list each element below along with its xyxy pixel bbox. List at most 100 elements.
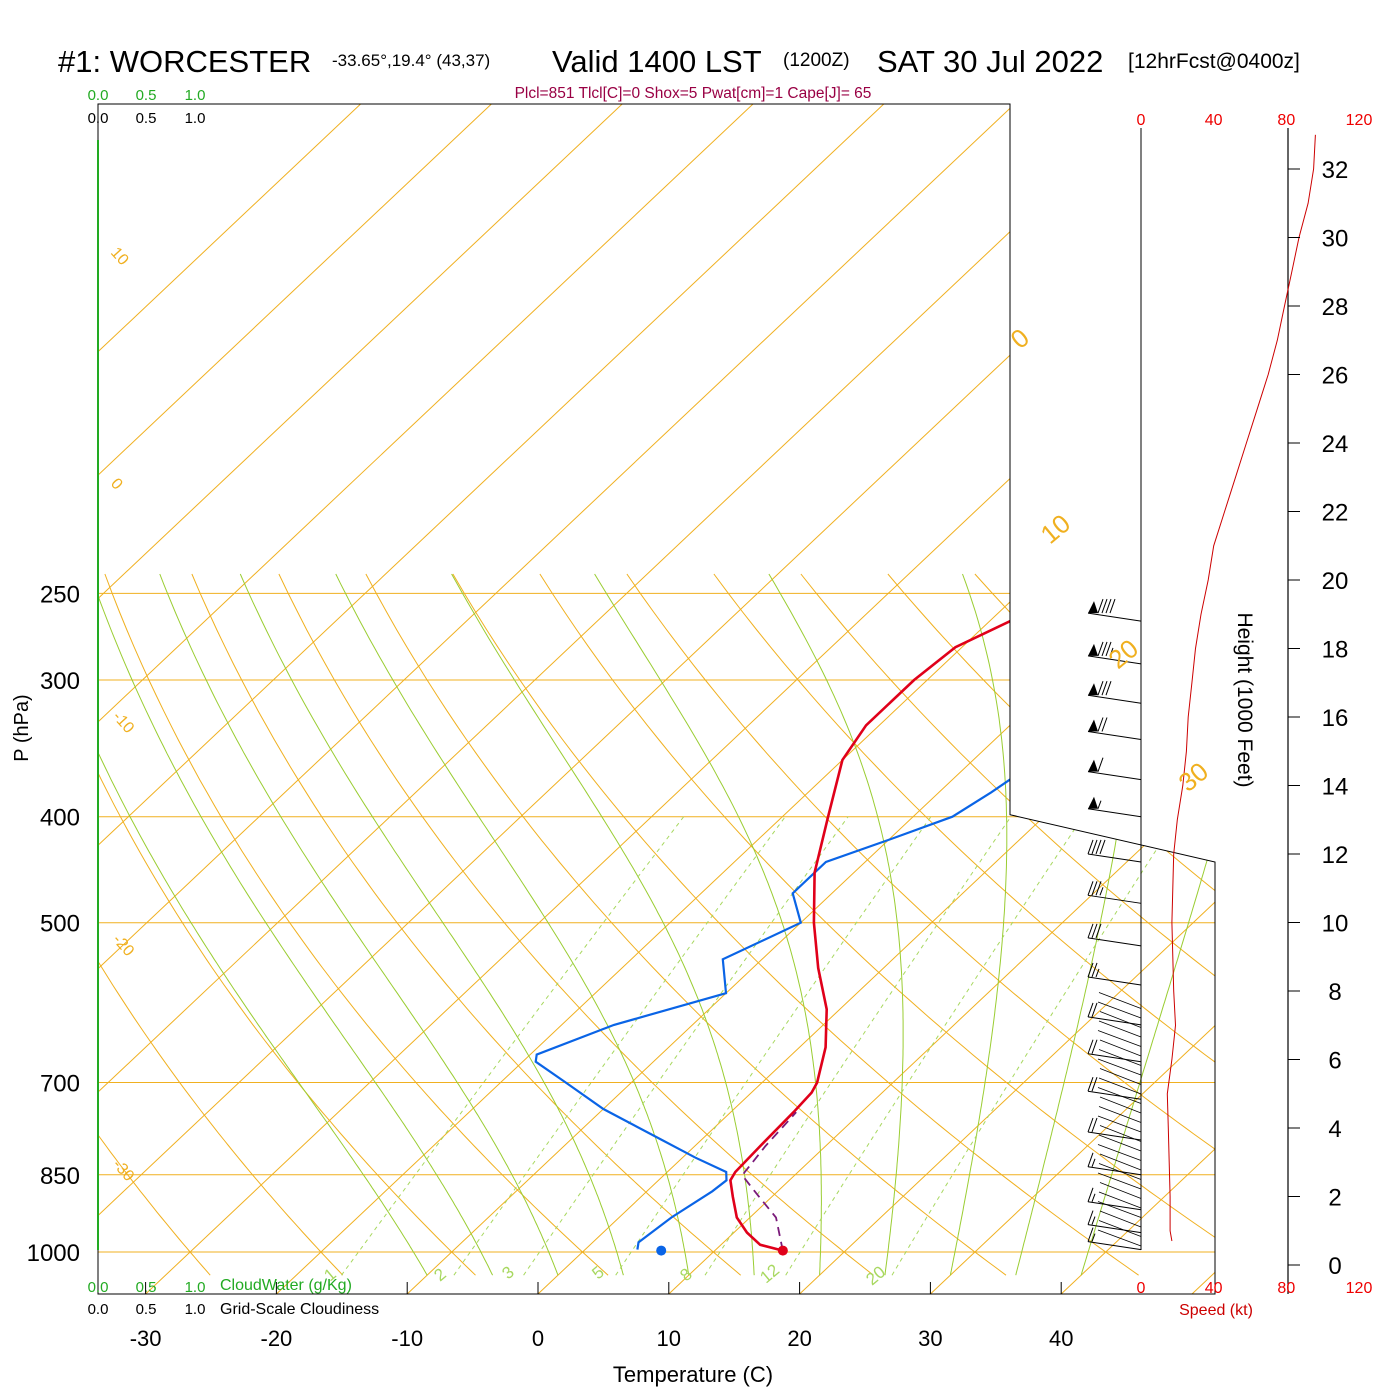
top-green-scale-2: 1.0 — [185, 87, 206, 104]
wind-barb-staff — [1098, 1020, 1142, 1038]
isotherm-line — [98, 104, 492, 1294]
wind-barb-half — [1099, 887, 1104, 896]
mixing-ratio-line — [891, 816, 1179, 1276]
pressure-tick-label: 300 — [40, 668, 80, 695]
wind-barb-staff — [1087, 894, 1142, 904]
wind-barb-half — [1097, 800, 1102, 809]
wind-barb-feather — [1091, 839, 1098, 855]
pressure-tick-label: 850 — [40, 1163, 80, 1190]
wind-barb-staff — [1087, 1166, 1142, 1176]
pressure-tick-label: 400 — [40, 805, 80, 832]
bottom-black-scale-2: 1.0 — [185, 1301, 206, 1318]
pressure-tick-label: 1000 — [27, 1240, 80, 1267]
dry-adiabat — [98, 573, 476, 1276]
forecast-info: [12hrFcst@0400z] — [1128, 50, 1300, 73]
wind-barb-staff — [1097, 1058, 1142, 1076]
height-tick-label: 32 — [1322, 157, 1349, 184]
speed-tick-label-top: 120 — [1346, 112, 1373, 129]
wind-barb-staff — [1097, 1201, 1142, 1218]
wind-barb-feather — [1095, 839, 1102, 855]
surface-dewpoint-dot — [656, 1245, 667, 1256]
station-title: #1: WORCESTER — [58, 44, 311, 79]
speed-tick-label-bottom: 120 — [1346, 1280, 1373, 1297]
isotherm-label: 30 — [1173, 756, 1214, 798]
mixing-ratio-line — [785, 816, 1084, 1276]
wind-barb-feather — [1095, 881, 1102, 896]
speed-axis-title: Speed (kt) — [1179, 1302, 1253, 1319]
dry-adiabat — [98, 573, 344, 1276]
wind-barb-flag — [1088, 643, 1098, 656]
isotherm-line — [98, 104, 623, 1294]
moist-adiabat — [239, 573, 624, 1276]
x-tick-label: -10 — [391, 1326, 423, 1351]
wind-barb-feather — [1101, 717, 1108, 732]
wind-barb-feather — [1105, 681, 1112, 696]
station-coords: -33.65°,19.4° (43,37) — [332, 51, 490, 70]
wind-barb-staff — [1098, 1049, 1142, 1066]
wind-barb-staff — [1099, 1182, 1142, 1199]
wind-barb-staff — [1099, 1068, 1142, 1085]
valid-time: Valid 1400 LST — [552, 44, 762, 79]
moist-adiabat — [451, 573, 755, 1276]
wind-barb-staff — [1097, 1030, 1142, 1047]
pressure-tick-label: 500 — [40, 911, 80, 938]
bottom-black-scale-1: 0.5 — [136, 1301, 157, 1318]
moist-adiabat — [1080, 573, 1215, 1276]
wind-barb-staff — [1097, 1144, 1142, 1161]
height-tick-label: 16 — [1322, 705, 1349, 732]
wind-barb-feather — [1097, 717, 1104, 732]
isotherm-line — [98, 104, 361, 1294]
wind-barb-feather — [1097, 757, 1104, 772]
wind-barb-staff — [1087, 1090, 1142, 1100]
height-tick-label: 4 — [1328, 1116, 1341, 1143]
wind-barb-feather — [1087, 1117, 1094, 1133]
isotherm-line — [276, 104, 1215, 1294]
pressure-tick-label: 250 — [40, 581, 80, 608]
wind-barb-staff — [1098, 1220, 1142, 1237]
wind-barb-staff — [1087, 771, 1142, 781]
mixing-ratio-line — [453, 816, 786, 1276]
dry-adiabat — [104, 573, 609, 1276]
wind-barb-staff — [1087, 730, 1142, 740]
bottom-black-scale-0: 0.0 — [88, 1301, 109, 1318]
dry-adiabat — [1236, 574, 1400, 1275]
height-tick-label: 12 — [1322, 842, 1349, 869]
dry-adiabat — [278, 573, 874, 1276]
x-tick-label: -20 — [261, 1326, 293, 1351]
wind-barb-feather — [1087, 1077, 1094, 1092]
wind-barb-staff — [1098, 1106, 1142, 1123]
wind-barb-staff — [1087, 1053, 1142, 1063]
wind-barb-feather — [1097, 681, 1104, 696]
isotherm-label: 20 — [1103, 633, 1144, 675]
wind-barb-feather — [1091, 881, 1098, 896]
height-tick-label: 14 — [1322, 774, 1349, 801]
isotherm-label: -30 — [109, 1156, 137, 1185]
x-tick-label: 40 — [1049, 1326, 1073, 1351]
wind-barb-staff — [1098, 992, 1142, 1009]
wind-barb-feather — [1087, 881, 1094, 896]
wind-barb-feather — [1101, 598, 1108, 614]
wind-barb-feather — [1087, 1227, 1094, 1242]
mixing-ratio-label: 2 — [430, 1264, 449, 1285]
isotherm-line — [799, 104, 1215, 1294]
wind-barb-staff — [1087, 1131, 1142, 1141]
wind-barb-feather — [1095, 923, 1102, 939]
x-tick-label: 20 — [787, 1326, 811, 1351]
wind-barb-staff — [1087, 694, 1142, 704]
wind-barb-feather — [1087, 1187, 1094, 1202]
wind-barb-feather — [1087, 923, 1094, 939]
speed-tick-label-top: 40 — [1205, 112, 1223, 129]
wind-barb-feather — [1087, 1152, 1094, 1167]
wind-barb-feather — [1087, 839, 1094, 855]
height-tick-label: 10 — [1322, 911, 1349, 938]
plot-frame — [97, 103, 1216, 1295]
mixing-ratio-label: 12 — [756, 1260, 783, 1287]
pressure-tick-label: 700 — [40, 1071, 80, 1098]
wind-barb-feather — [1097, 598, 1104, 614]
mixing-ratio-line — [704, 816, 1012, 1276]
wind-barb-staff — [1087, 1201, 1142, 1211]
